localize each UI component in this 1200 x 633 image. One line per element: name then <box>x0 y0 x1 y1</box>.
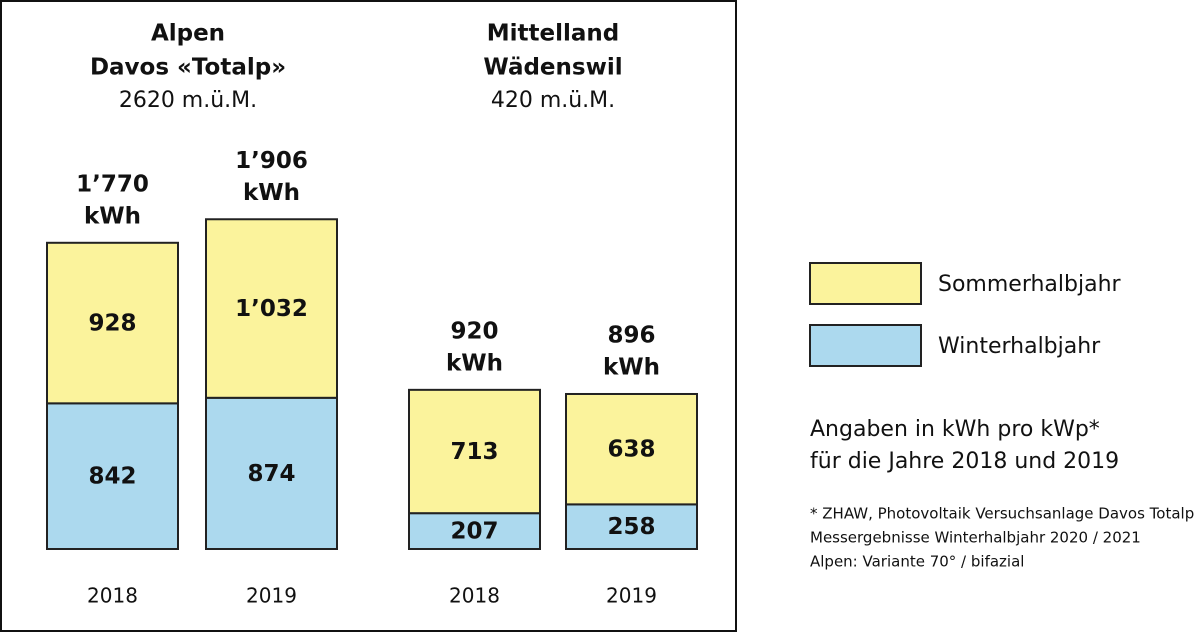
value-label: 207 <box>450 519 498 545</box>
bar-segment <box>565 503 698 550</box>
group-altitude: 420 m.ü.M. <box>491 88 615 113</box>
legend-swatch <box>809 324 922 367</box>
value-label: 874 <box>247 461 295 487</box>
value-label: 1’032 <box>235 296 308 322</box>
frame <box>0 0 737 632</box>
bar-segment <box>565 392 698 506</box>
total-label: 1’770 <box>76 171 149 197</box>
group-altitude: 2620 m.ü.M. <box>119 88 257 113</box>
legend-label: Sommerhalbjahr <box>938 272 1122 297</box>
total-unit: kWh <box>603 354 660 380</box>
footnote: Alpen: Variante 70° / bifazial <box>810 553 1024 571</box>
total-label: 896 <box>607 322 655 348</box>
x-tick-label: 2019 <box>606 584 657 608</box>
group-subtitle: Wädenswil <box>483 55 622 81</box>
group-subtitle: Davos «Totalp» <box>90 55 286 81</box>
total-unit: kWh <box>446 350 503 376</box>
value-label: 928 <box>88 311 136 337</box>
group-title: Mittelland <box>487 21 620 47</box>
x-tick-label: 2018 <box>87 584 138 608</box>
legend-swatch <box>809 262 922 305</box>
group-title: Alpen <box>151 21 225 47</box>
bar-segment <box>46 241 179 405</box>
value-label: 713 <box>450 439 498 465</box>
footnote: Messergebnisse Winterhalbjahr 2020 / 202… <box>810 529 1141 547</box>
total-unit: kWh <box>84 203 141 229</box>
value-label: 258 <box>607 514 655 540</box>
x-tick-label: 2018 <box>449 584 500 608</box>
total-label: 1’906 <box>235 148 308 174</box>
bar-segment <box>408 388 541 515</box>
value-label: 842 <box>88 464 136 490</box>
legend-label: Winterhalbjahr <box>938 334 1101 359</box>
total-unit: kWh <box>243 180 300 206</box>
x-tick-label: 2019 <box>246 584 297 608</box>
total-label: 920 <box>450 318 498 344</box>
value-label: 638 <box>607 437 655 463</box>
footnote: * ZHAW, Photovoltaik Versuchsanlage Davo… <box>810 505 1194 523</box>
note: für die Jahre 2018 und 2019 <box>810 449 1119 474</box>
bar-segment <box>408 512 541 551</box>
note: Angaben in kWh pro kWp* <box>810 417 1100 442</box>
bar-segment <box>205 218 338 399</box>
